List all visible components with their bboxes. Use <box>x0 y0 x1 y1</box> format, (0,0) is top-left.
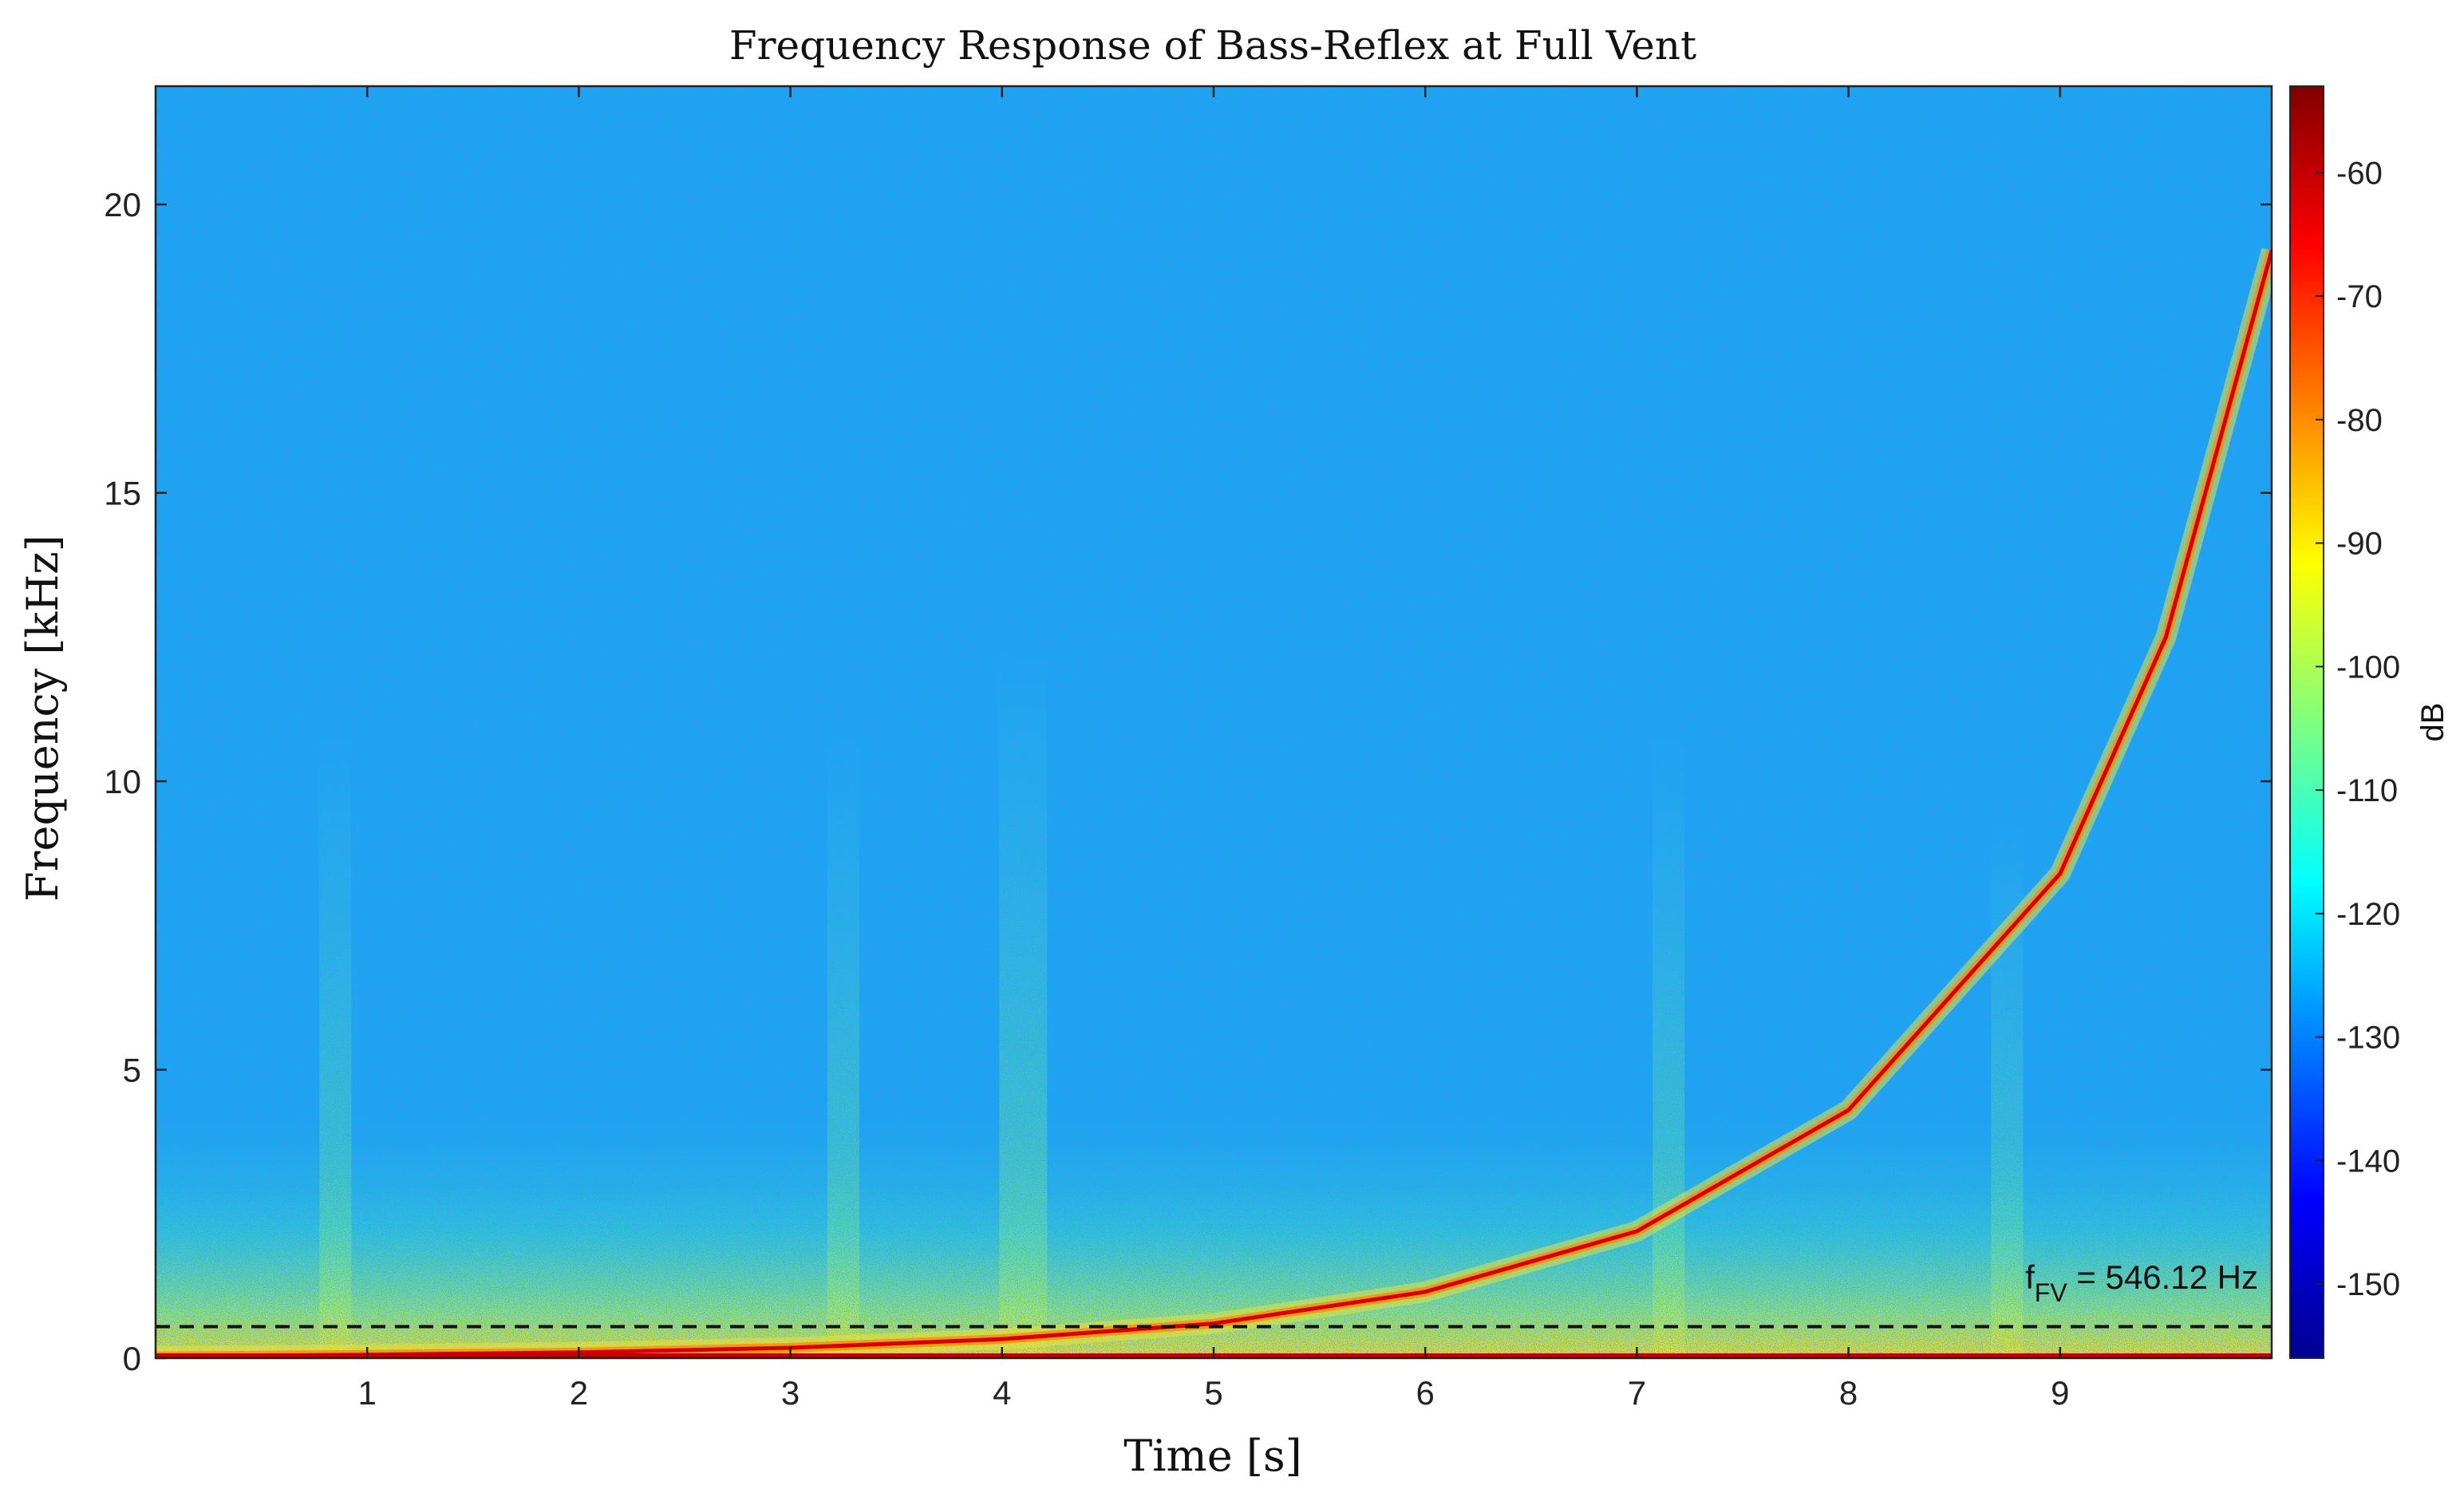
x-tick-label: 5 <box>1204 1374 1222 1412</box>
ref-label-subscript: FV <box>2035 1278 2068 1307</box>
plot-area <box>156 86 2272 1358</box>
reference-line-label: fFV = 546.12 Hz <box>2025 1258 2258 1307</box>
colorbar-tick-label: -100 <box>2336 650 2400 685</box>
x-tick-label: 4 <box>993 1374 1011 1412</box>
colorbar-tick-label: -60 <box>2336 156 2383 191</box>
y-tick-label: 0 <box>123 1340 141 1377</box>
y-tick-label: 15 <box>104 475 141 512</box>
colorbar-tick-label: -90 <box>2336 527 2383 562</box>
y-axis-label: Frequency [kHz] <box>18 535 68 902</box>
x-tick-label: 3 <box>781 1374 800 1412</box>
chart-title: Frequency Response of Bass-Reflex at Ful… <box>729 22 1696 69</box>
noise-texture <box>156 86 2272 1358</box>
colorbar-tick-label: -110 <box>2336 773 2398 808</box>
colorbar-tick-label: -130 <box>2336 1021 2400 1056</box>
colorbar-tick-label: -70 <box>2336 279 2383 314</box>
colorbar-tick-label: -120 <box>2336 897 2400 932</box>
colorbar-tick-label: -140 <box>2336 1143 2400 1179</box>
ref-label-main: f <box>2025 1258 2035 1296</box>
x-tick-label: 6 <box>1416 1374 1435 1412</box>
x-tick-label: 1 <box>358 1374 377 1412</box>
colorbar-tick-label: -150 <box>2336 1267 2400 1302</box>
colorbar-tick-label: -80 <box>2336 403 2383 438</box>
x-tick-label: 9 <box>2051 1374 2069 1412</box>
x-tick-label: 8 <box>1839 1374 1858 1412</box>
x-axis-ticks: 1 2 3 4 5 6 7 8 9 <box>358 86 2069 1412</box>
y-tick-label: 5 <box>123 1052 141 1089</box>
y-tick-label: 20 <box>104 186 141 223</box>
colorbar-gradient <box>2289 85 2324 1359</box>
colorbar: -60 -70 -80 -90 -100 -110 -120 -130 -140 -150 dB <box>2289 85 2450 1359</box>
x-axis-label: Time [s] <box>1123 1431 1301 1481</box>
colorbar-label: dB <box>2415 703 2450 742</box>
ref-label-value: = 546.12 Hz <box>2067 1258 2258 1296</box>
sweep-line <box>156 250 2272 1358</box>
x-tick-label: 2 <box>570 1374 588 1412</box>
colorbar-ticks: -60 -70 -80 -90 -100 -110 -120 -130 -140 -150 <box>2316 156 2400 1302</box>
y-axis-ticks: 0 5 10 15 20 <box>104 186 2272 1377</box>
y-tick-label: 10 <box>104 763 141 800</box>
x-tick-label: 7 <box>1628 1374 1646 1412</box>
